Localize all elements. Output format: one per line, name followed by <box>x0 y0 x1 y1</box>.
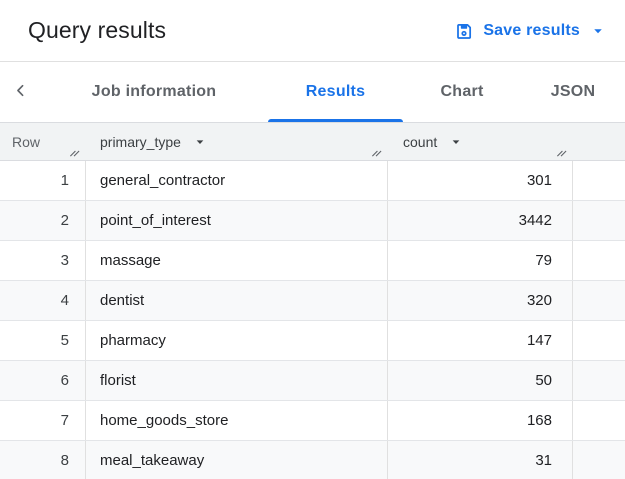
table-row[interactable]: 4 dentist 320 <box>0 281 625 321</box>
table-row[interactable]: 5 pharmacy 147 <box>0 321 625 361</box>
column-header-count[interactable]: count <box>388 123 573 161</box>
primary-type-cell: pharmacy <box>86 321 388 360</box>
tab-label: Job information <box>91 83 217 100</box>
column-header-filler <box>573 123 625 161</box>
table-row[interactable]: 3 massage 79 <box>0 241 625 281</box>
primary-type-cell: massage <box>86 241 388 280</box>
save-results-label: Save results <box>483 21 580 39</box>
page-title: Query results <box>28 17 167 43</box>
count-cell: 31 <box>388 441 573 479</box>
count-cell: 50 <box>388 361 573 400</box>
filler-cell <box>573 241 625 280</box>
column-header-primary-type[interactable]: primary_type <box>86 123 388 161</box>
row-number-cell: 6 <box>0 361 86 400</box>
sort-dropdown-icon[interactable] <box>192 134 208 150</box>
tab-label: Chart <box>440 83 484 100</box>
count-cell: 301 <box>388 161 573 200</box>
row-number-cell: 4 <box>0 281 86 320</box>
column-label: count <box>403 134 438 150</box>
filler-cell <box>573 401 625 440</box>
table-row[interactable]: 6 florist 50 <box>0 361 625 401</box>
filler-cell <box>573 321 625 360</box>
primary-type-cell: florist <box>86 361 388 400</box>
column-label: primary_type <box>100 134 181 150</box>
count-cell: 168 <box>388 401 573 440</box>
back-button[interactable] <box>0 62 40 122</box>
row-number-cell: 7 <box>0 401 86 440</box>
table-row[interactable]: 8 meal_takeaway 31 <box>0 441 625 479</box>
filler-cell <box>573 281 625 320</box>
save-icon <box>454 21 474 41</box>
row-number-cell: 2 <box>0 201 86 240</box>
save-results-button[interactable]: Save results <box>450 15 611 47</box>
row-number-cell: 8 <box>0 441 86 479</box>
count-cell: 3442 <box>388 201 573 240</box>
chevron-left-icon <box>12 82 29 102</box>
column-resize-handle[interactable] <box>69 146 80 157</box>
count-cell: 79 <box>388 241 573 280</box>
row-number-cell: 3 <box>0 241 86 280</box>
tab-results[interactable]: Results <box>268 62 403 122</box>
tab-label: Results <box>305 83 366 100</box>
primary-type-cell: general_contractor <box>86 161 388 200</box>
row-number-cell: 1 <box>0 161 86 200</box>
primary-type-cell: meal_takeaway <box>86 441 388 479</box>
filler-cell <box>573 161 625 200</box>
table-row[interactable]: 1 general_contractor 301 <box>0 161 625 201</box>
tab-label: JSON <box>550 83 596 100</box>
primary-type-cell: dentist <box>86 281 388 320</box>
primary-type-cell: point_of_interest <box>86 201 388 240</box>
table-row[interactable]: 2 point_of_interest 3442 <box>0 201 625 241</box>
filler-cell <box>573 361 625 400</box>
primary-type-cell: home_goods_store <box>86 401 388 440</box>
chevron-down-icon <box>589 22 607 40</box>
column-header-row: Row <box>0 123 86 161</box>
filler-cell <box>573 201 625 240</box>
sort-dropdown-icon[interactable] <box>448 134 464 150</box>
tab-json[interactable]: JSON <box>521 62 625 122</box>
column-label: Row <box>12 134 41 150</box>
table-body: 1 general_contractor 301 2 point_of_inte… <box>0 161 625 479</box>
column-resize-handle[interactable] <box>556 146 567 157</box>
table-header-row: Row primary_type count <box>0 123 625 161</box>
column-resize-handle[interactable] <box>371 146 382 157</box>
filler-cell <box>573 441 625 479</box>
count-cell: 320 <box>388 281 573 320</box>
row-number-cell: 5 <box>0 321 86 360</box>
topbar: Query results Save results <box>0 0 625 62</box>
tab-chart[interactable]: Chart <box>403 62 521 122</box>
count-cell: 147 <box>388 321 573 360</box>
table-row[interactable]: 7 home_goods_store 168 <box>0 401 625 441</box>
tab-job-information[interactable]: Job information <box>40 62 268 122</box>
results-tabbar: Job information Results Chart JSON <box>0 62 625 123</box>
